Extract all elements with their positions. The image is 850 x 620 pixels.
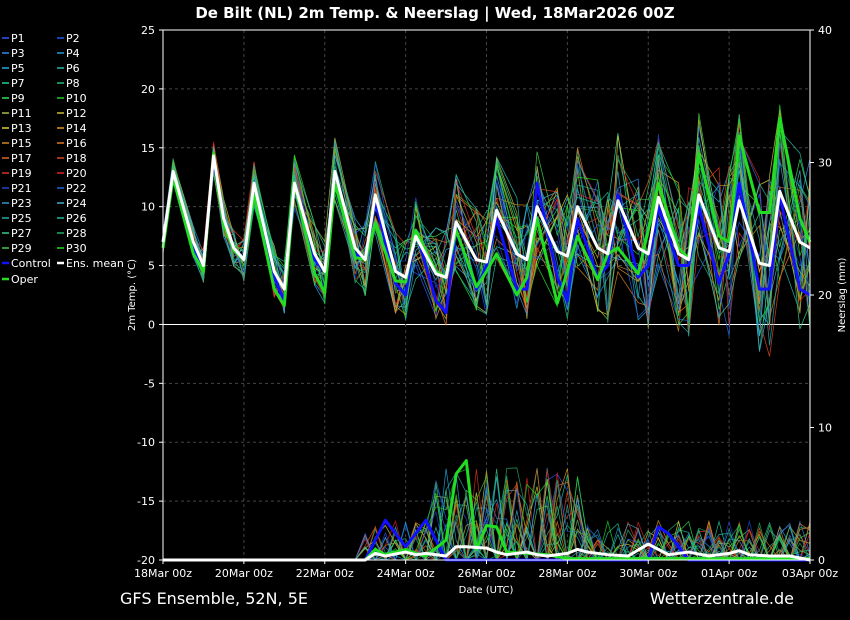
legend-label: P12: [66, 107, 87, 120]
y-left-tick-label: -20: [137, 554, 155, 567]
y-axis-right-label: Neerslag (mm): [837, 257, 848, 332]
legend-label: P17: [11, 152, 32, 165]
x-tick-label: 24Mar 00z: [377, 567, 435, 580]
member-temp-line-p30: [162, 104, 811, 323]
legend-label: P28: [66, 227, 87, 240]
legend-label: Ens. mean: [66, 257, 124, 270]
y-right-tick-label: 30: [818, 157, 832, 170]
legend-label: P22: [66, 182, 87, 195]
legend-label: P5: [11, 62, 25, 75]
y-left-tick-label: -10: [137, 436, 155, 449]
y-left-tick-label: 0: [148, 318, 155, 331]
legend-label: P30: [66, 242, 87, 255]
y-right-tick-label: 40: [818, 24, 832, 37]
legend-label: P15: [11, 137, 32, 150]
x-axis-label: Date (UTC): [459, 585, 514, 596]
x-tick-label: 30Mar 00z: [619, 567, 677, 580]
legend-label: P29: [11, 242, 32, 255]
y-left-tick-label: -5: [144, 377, 155, 390]
legend-label: P25: [11, 212, 32, 225]
legend-label: P1: [11, 32, 25, 45]
x-tick-label: 03Apr 00z: [782, 567, 839, 580]
footer-model: GFS Ensemble, 52N, 5E: [120, 589, 308, 608]
legend-label: P16: [66, 137, 87, 150]
x-tick-label: 01Apr 00z: [701, 567, 758, 580]
y-right-tick-label: 0: [818, 554, 825, 567]
y-right-tick-label: 10: [818, 422, 832, 435]
legend-label: P3: [11, 47, 25, 60]
legend-label: P20: [66, 167, 87, 180]
left-axis-ticks: 25 20 15 10 5 0 -5 -10 -15 -20: [137, 24, 163, 567]
x-tick-label: 18Mar 00z: [134, 567, 192, 580]
legend-label: Oper: [11, 273, 38, 286]
y-left-tick-label: 5: [148, 260, 155, 273]
y-left-tick-label: 10: [141, 201, 155, 214]
y-left-tick-label: 25: [141, 24, 155, 37]
legend-label: P19: [11, 167, 32, 180]
legend-label: P18: [66, 152, 87, 165]
y-left-tick-label: 20: [141, 83, 155, 96]
y-left-tick-label: 15: [141, 142, 155, 155]
legend-label: P14: [66, 122, 87, 135]
legend-label: P6: [66, 62, 80, 75]
right-axis-ticks: 40 30 20 10 0: [810, 24, 832, 567]
legend-label: P8: [66, 77, 80, 90]
legend-label: P9: [11, 92, 25, 105]
y-right-tick-label: 20: [818, 289, 832, 302]
legend-label: P13: [11, 122, 32, 135]
legend: P1 P2 P3 P4 P5 P6 P7 P8 P9 P10 P11 P12 P13 P14 P15 P16 P…: [2, 32, 124, 286]
legend-label: Control: [11, 257, 51, 270]
x-tick-label: 28Mar 00z: [538, 567, 596, 580]
legend-label: P10: [66, 92, 87, 105]
y-left-tick-label: -15: [137, 495, 155, 508]
series-temp-line-oper: [161, 116, 812, 308]
legend-label: P11: [11, 107, 32, 120]
x-tick-label: 22Mar 00z: [296, 567, 354, 580]
x-axis-ticks: 18Mar 00z 20Mar 00z 22Mar 00z 24Mar 00z 26Ma…: [134, 560, 838, 580]
x-tick-label: 20Mar 00z: [215, 567, 273, 580]
series-temp-line-ens-mean: [161, 154, 811, 291]
series-precip-line-ens-mean: [163, 542, 811, 562]
y-axis-left-label: 2m Temp. (°C): [127, 259, 138, 331]
chart-title: De Bilt (NL) 2m Temp. & Neerslag | Wed, …: [195, 4, 674, 23]
legend-label: P2: [66, 32, 80, 45]
legend-label: P4: [66, 47, 80, 60]
legend-label: P24: [66, 197, 87, 210]
legend-label: P23: [11, 197, 32, 210]
legend-label: P7: [11, 77, 25, 90]
legend-label: P27: [11, 227, 32, 240]
x-tick-label: 26Mar 00z: [457, 567, 515, 580]
grid-lines: [163, 29, 810, 561]
legend-label: P21: [11, 182, 32, 195]
legend-label: P26: [66, 212, 87, 225]
footer-site: Wetterzentrale.de: [650, 589, 794, 608]
